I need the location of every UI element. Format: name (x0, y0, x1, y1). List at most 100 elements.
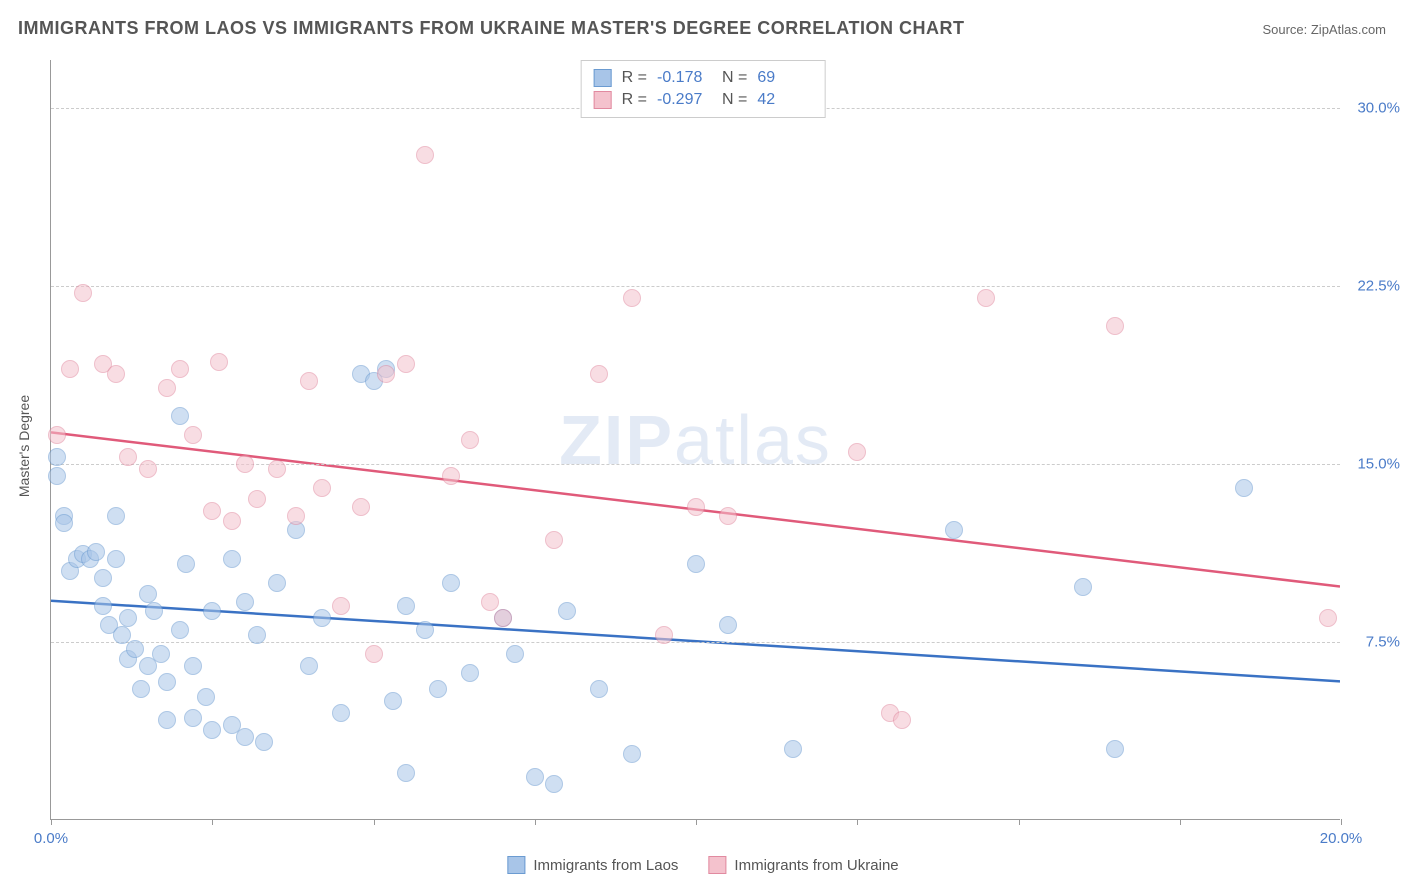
scatter-point (545, 531, 563, 549)
r-label: R = (622, 91, 647, 109)
scatter-point (384, 692, 402, 710)
scatter-point (429, 680, 447, 698)
scatter-point (397, 764, 415, 782)
y-tick-label: 22.5% (1357, 277, 1400, 294)
n-value: 42 (757, 91, 812, 109)
scatter-point (494, 609, 512, 627)
x-tick-mark (857, 819, 858, 825)
x-tick-mark (1341, 819, 1342, 825)
scatter-point (55, 514, 73, 532)
n-value: 69 (757, 69, 812, 87)
scatter-point (236, 593, 254, 611)
scatter-point (268, 574, 286, 592)
scatter-point (416, 621, 434, 639)
scatter-point (623, 745, 641, 763)
scatter-point (177, 555, 195, 573)
scatter-point (171, 360, 189, 378)
watermark-atlas: atlas (674, 401, 832, 479)
scatter-point (248, 490, 266, 508)
scatter-point (132, 680, 150, 698)
scatter-point (313, 609, 331, 627)
x-tick-mark (212, 819, 213, 825)
gridline (51, 286, 1340, 287)
scatter-point (197, 688, 215, 706)
scatter-point (61, 360, 79, 378)
y-axis-label: Master's Degree (16, 395, 32, 497)
legend-swatch (507, 856, 525, 874)
scatter-point (687, 498, 705, 516)
r-label: R = (622, 69, 647, 87)
scatter-point (107, 365, 125, 383)
scatter-point (126, 640, 144, 658)
scatter-point (1319, 609, 1337, 627)
scatter-point (203, 502, 221, 520)
scatter-point (558, 602, 576, 620)
scatter-point (461, 664, 479, 682)
legend-item: Immigrants from Laos (507, 856, 678, 874)
scatter-point (365, 645, 383, 663)
chart-container: IMMIGRANTS FROM LAOS VS IMMIGRANTS FROM … (0, 0, 1406, 892)
trendlines-svg (51, 60, 1340, 819)
scatter-point (158, 673, 176, 691)
x-tick-label: 20.0% (1320, 830, 1363, 847)
scatter-point (623, 289, 641, 307)
scatter-point (119, 609, 137, 627)
stats-legend: R = -0.178 N = 69 R = -0.297 N = 42 (581, 60, 826, 118)
scatter-point (184, 657, 202, 675)
chart-title: IMMIGRANTS FROM LAOS VS IMMIGRANTS FROM … (18, 18, 964, 39)
scatter-point (94, 597, 112, 615)
x-tick-mark (1019, 819, 1020, 825)
scatter-point (203, 602, 221, 620)
scatter-point (223, 512, 241, 530)
scatter-point (977, 289, 995, 307)
scatter-point (481, 593, 499, 611)
scatter-point (184, 426, 202, 444)
x-tick-mark (696, 819, 697, 825)
scatter-point (94, 569, 112, 587)
n-label: N = (722, 69, 747, 87)
scatter-point (48, 426, 66, 444)
scatter-point (377, 365, 395, 383)
scatter-point (784, 740, 802, 758)
scatter-point (442, 467, 460, 485)
scatter-point (158, 379, 176, 397)
scatter-point (397, 597, 415, 615)
scatter-point (203, 721, 221, 739)
scatter-point (590, 365, 608, 383)
r-value: -0.178 (657, 69, 712, 87)
scatter-point (352, 498, 370, 516)
scatter-point (248, 626, 266, 644)
legend-swatch (594, 69, 612, 87)
n-label: N = (722, 91, 747, 109)
scatter-point (545, 775, 563, 793)
scatter-point (397, 355, 415, 373)
scatter-point (87, 543, 105, 561)
scatter-point (506, 645, 524, 663)
scatter-point (184, 709, 202, 727)
scatter-point (107, 507, 125, 525)
scatter-point (590, 680, 608, 698)
scatter-point (236, 455, 254, 473)
source-attribution: Source: ZipAtlas.com (1262, 22, 1386, 37)
r-value: -0.297 (657, 91, 712, 109)
scatter-point (210, 353, 228, 371)
x-tick-mark (374, 819, 375, 825)
scatter-point (416, 146, 434, 164)
scatter-point (300, 657, 318, 675)
scatter-point (893, 711, 911, 729)
x-tick-mark (51, 819, 52, 825)
scatter-point (268, 460, 286, 478)
stats-legend-row: R = -0.297 N = 42 (594, 89, 813, 111)
scatter-point (332, 597, 350, 615)
y-tick-label: 15.0% (1357, 455, 1400, 472)
stats-legend-row: R = -0.178 N = 69 (594, 67, 813, 89)
scatter-point (223, 550, 241, 568)
scatter-point (74, 284, 92, 302)
scatter-point (1106, 317, 1124, 335)
scatter-point (287, 507, 305, 525)
series-legend: Immigrants from LaosImmigrants from Ukra… (507, 856, 898, 874)
x-tick-mark (1180, 819, 1181, 825)
scatter-point (145, 602, 163, 620)
scatter-point (848, 443, 866, 461)
scatter-point (313, 479, 331, 497)
